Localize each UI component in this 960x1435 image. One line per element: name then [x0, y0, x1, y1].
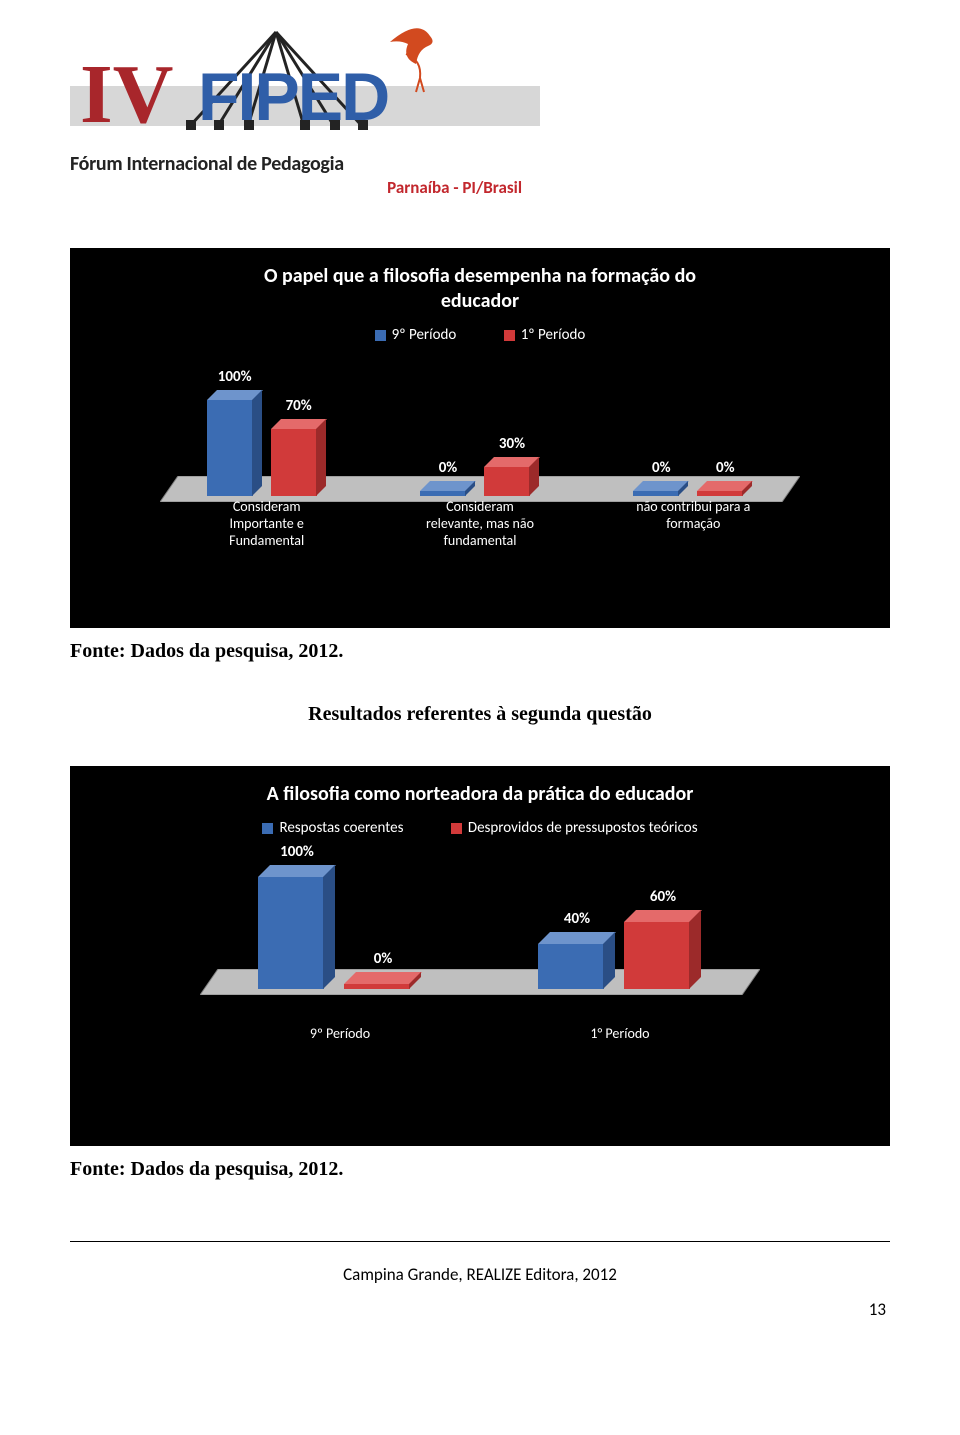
chart-1-legend-item-0: 9º Período: [375, 326, 457, 344]
chart-2-bars: 100% 0% 40% 60%: [200, 843, 760, 989]
bar: 0%: [344, 950, 422, 989]
chart-2-legend-item-1: Desprovidos de pressupostos teóricos: [451, 819, 698, 837]
bar: 70%: [271, 397, 327, 496]
bar-value-label: 60%: [650, 888, 676, 906]
fiped-logo-svg: IV FIPED: [70, 20, 540, 150]
svg-text:FIPED: FIPED: [198, 59, 388, 135]
bar-3d: [697, 481, 753, 496]
category-label: Consideramrelevante, mas nãofundamental: [373, 499, 586, 549]
bar-group: 100% 70%: [160, 368, 373, 496]
bar: 40%: [538, 910, 616, 989]
bar-value-label: 100%: [280, 843, 314, 861]
chart-1-title-line2: educador: [441, 289, 519, 313]
bar: 30%: [484, 435, 540, 496]
bar: 0%: [420, 459, 476, 496]
chart-1-legend: 9º Período 1º Período: [90, 326, 870, 346]
bar: 100%: [207, 368, 263, 496]
bar-group: 40% 60%: [480, 843, 760, 989]
legend-swatch-blue: [262, 823, 273, 834]
chart-2-plot: 100%0%40%60% 9º Período1° Período: [200, 857, 760, 1037]
chart-2-container: A filosofia como norteadora da prática d…: [70, 766, 890, 1146]
chart-1-container: O papel que a filosofia desempenha na fo…: [70, 248, 890, 628]
bar: 0%: [633, 459, 689, 496]
chart-1-caption: Fonte: Dados da pesquisa, 2012.: [70, 640, 890, 663]
bar-value-label: 0%: [374, 950, 393, 968]
footer-text: Campina Grande, REALIZE Editora, 2012: [70, 1264, 890, 1285]
bar-3d: [420, 481, 476, 496]
bar-group: 0% 30%: [373, 368, 586, 496]
bar-3d: [207, 390, 263, 496]
svg-text:IV: IV: [80, 48, 173, 141]
legend-label-0: 9º Período: [392, 326, 457, 344]
legend-label-1: Desprovidos de pressupostos teóricos: [468, 819, 698, 837]
bar-3d: [624, 910, 702, 989]
chart-1-title: O papel que a filosofia desempenha na fo…: [90, 264, 870, 314]
legend-swatch-red: [451, 823, 462, 834]
bar: 0%: [697, 459, 753, 496]
bar-3d: [271, 419, 327, 496]
bar-value-label: 30%: [499, 435, 525, 453]
chart-2-legend: Respostas coerentes Desprovidos de press…: [90, 819, 870, 839]
chart-2-title: A filosofia como norteadora da prática d…: [90, 782, 870, 807]
chart-2-caption: Fonte: Dados da pesquisa, 2012.: [70, 1158, 890, 1181]
legend-swatch-red: [504, 330, 515, 341]
logo-sub-text: Parnaíba - PI/Brasil: [70, 177, 540, 198]
bar-value-label: 70%: [286, 397, 312, 415]
bar-3d: [633, 481, 689, 496]
chart-2-legend-item-0: Respostas coerentes: [262, 819, 403, 837]
category-label: ConsideramImportante eFundamental: [160, 499, 373, 549]
section-heading: Resultados referentes à segunda questão: [70, 703, 890, 726]
legend-swatch-blue: [375, 330, 386, 341]
bar: 60%: [624, 888, 702, 989]
bar-group: 0% 0%: [587, 368, 800, 496]
bar-value-label: 0%: [439, 459, 458, 477]
chart-1-category-labels: ConsideramImportante eFundamentalConside…: [160, 499, 800, 549]
bar-3d: [538, 932, 616, 989]
logo-container: IV FIPED Fórum Internacional de Pedagogi…: [70, 20, 540, 198]
legend-label-1: 1º Período: [521, 326, 586, 344]
bar-value-label: 0%: [716, 459, 735, 477]
bar-value-label: 0%: [652, 459, 671, 477]
footer-rule: [70, 1241, 890, 1242]
category-label: 9º Período: [200, 1026, 480, 1043]
category-label: 1° Período: [480, 1026, 760, 1043]
bar-3d: [258, 865, 336, 989]
bar-3d: [484, 457, 540, 496]
chart-2-category-labels: 9º Período1° Período: [200, 1026, 760, 1043]
logo-header: IV FIPED Fórum Internacional de Pedagogi…: [70, 20, 890, 198]
bar-value-label: 40%: [564, 910, 590, 928]
chart-1-legend-item-1: 1º Período: [504, 326, 586, 344]
chart-1-plot: 100%70%0%30%0%0% ConsideramImportante eF…: [160, 364, 800, 544]
bar-group: 100% 0%: [200, 843, 480, 989]
logo-main-text: Fórum Internacional de Pedagogia: [70, 152, 540, 176]
category-label: não contribui para aformação: [587, 499, 800, 549]
bar-3d: [344, 972, 422, 989]
page-number: 13: [70, 1299, 890, 1320]
bar-value-label: 100%: [218, 368, 252, 386]
legend-label-0: Respostas coerentes: [279, 819, 403, 837]
bar: 100%: [258, 843, 336, 989]
chart-1-title-line1: O papel que a filosofia desempenha na fo…: [264, 264, 696, 288]
chart-1-bars: 100% 70% 0% 30% 0% 0%: [160, 368, 800, 496]
